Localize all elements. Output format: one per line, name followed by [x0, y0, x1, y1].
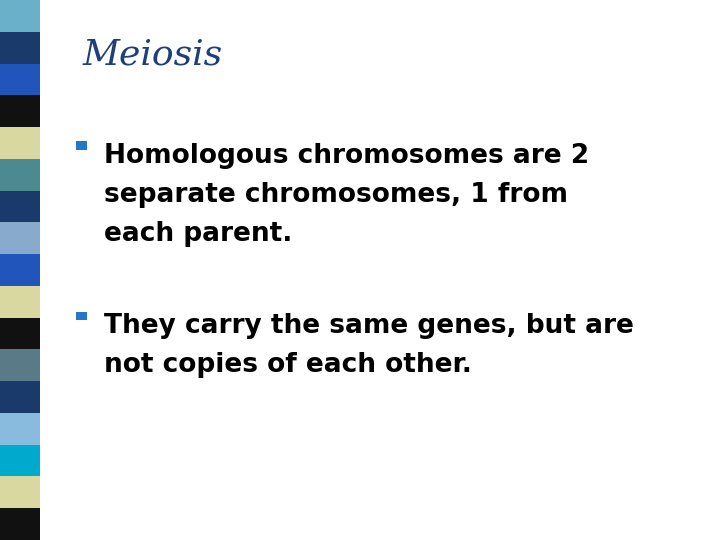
Bar — [76, 312, 87, 321]
Bar — [0, 349, 40, 381]
Text: each parent.: each parent. — [104, 221, 293, 247]
Bar — [0, 127, 40, 159]
Bar — [0, 0, 40, 32]
Bar — [0, 476, 40, 508]
Bar — [0, 95, 40, 127]
Bar — [76, 141, 87, 150]
Bar — [0, 318, 40, 349]
Text: Meiosis: Meiosis — [83, 38, 223, 72]
Bar — [0, 445, 40, 476]
Text: not copies of each other.: not copies of each other. — [104, 352, 472, 378]
Bar — [0, 64, 40, 95]
Bar — [0, 381, 40, 413]
Text: They carry the same genes, but are: They carry the same genes, but are — [104, 313, 634, 339]
Bar — [0, 254, 40, 286]
Bar — [0, 32, 40, 64]
Text: separate chromosomes, 1 from: separate chromosomes, 1 from — [104, 182, 568, 208]
Bar — [0, 508, 40, 540]
Bar — [0, 413, 40, 445]
Bar — [0, 159, 40, 191]
Bar — [0, 191, 40, 222]
Text: Homologous chromosomes are 2: Homologous chromosomes are 2 — [104, 143, 590, 169]
Bar — [0, 222, 40, 254]
Bar — [0, 286, 40, 318]
